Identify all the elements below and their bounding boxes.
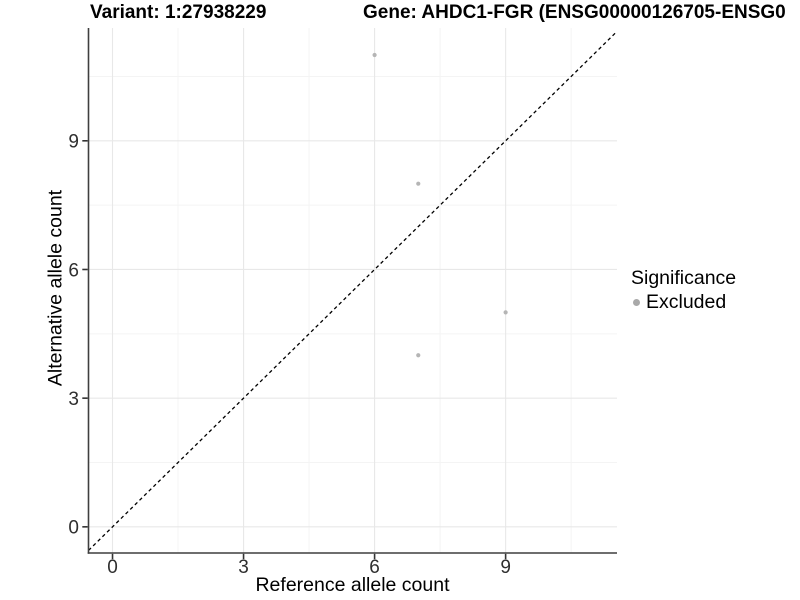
legend-title: Significance [631, 267, 737, 289]
x-tick-label: 6 [369, 557, 380, 578]
identity-line [88, 30, 618, 551]
legend: Significance Excluded [631, 266, 736, 314]
plot-title-gene: Gene: AHDC1-FGR (ENSG00000126705-ENSG0 [363, 2, 786, 23]
data-point [372, 52, 377, 58]
x-axis-title: Reference allele count [255, 574, 450, 596]
circle-icon [633, 298, 640, 306]
y-axis-title: Alternative allele count [44, 189, 67, 387]
y-tick-label: 0 [68, 518, 79, 539]
data-point [503, 310, 508, 315]
legend-item-excluded: Excluded [633, 290, 736, 314]
y-tick-label: 9 [68, 132, 79, 153]
plot-title-variant: Variant: 1:27938229 [90, 2, 267, 23]
x-tick-label: 0 [107, 557, 118, 578]
legend-item-label: Excluded [646, 291, 727, 313]
y-tick-label: 6 [68, 260, 79, 281]
data-point [416, 181, 421, 186]
x-tick-label: 3 [238, 557, 249, 578]
y-tick-label: 3 [68, 389, 79, 410]
x-tick-label: 9 [500, 557, 511, 578]
data-point [416, 353, 421, 358]
